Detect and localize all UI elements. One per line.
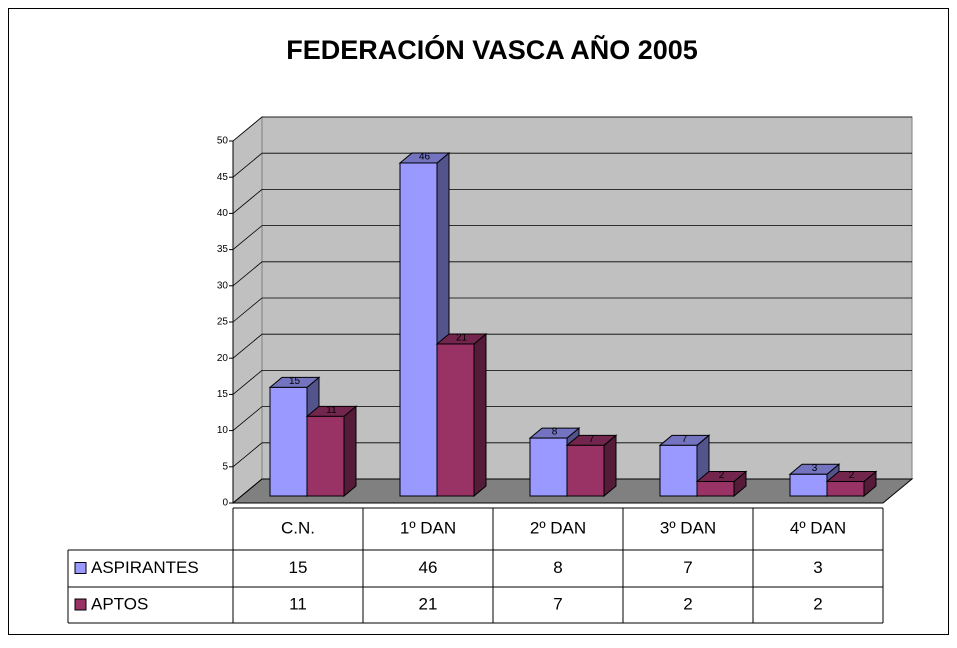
bar bbox=[306, 415, 345, 497]
bar-side bbox=[473, 332, 487, 498]
data-label: 11 bbox=[326, 405, 337, 416]
chart-title: FEDERACIÓN VASCA AÑO 2005 bbox=[286, 34, 698, 65]
table-value: 3 bbox=[813, 558, 822, 577]
data-label: 46 bbox=[419, 152, 431, 163]
bar bbox=[659, 444, 698, 497]
table-value: 46 bbox=[419, 558, 438, 577]
bar bbox=[696, 481, 735, 497]
bar-side bbox=[343, 405, 357, 498]
grid-line bbox=[232, 297, 912, 323]
x-tick-label: 4º DAN bbox=[790, 518, 846, 537]
table-value: 21 bbox=[419, 594, 438, 613]
table-value: 2 bbox=[813, 594, 822, 613]
data-label: 8 bbox=[552, 427, 558, 438]
data-label: 3 bbox=[812, 463, 818, 474]
grid-line bbox=[232, 225, 912, 250]
bar bbox=[269, 386, 308, 497]
y-tick-label: 50 bbox=[217, 136, 229, 147]
legend-swatch bbox=[74, 562, 87, 574]
y-tick-label: 30 bbox=[217, 280, 229, 291]
legend-label: APTOS bbox=[91, 594, 148, 613]
y-tick-label: 10 bbox=[217, 425, 229, 436]
grid-line bbox=[232, 333, 912, 359]
y-tick-label: 40 bbox=[217, 208, 229, 219]
y-tick-label: 35 bbox=[217, 244, 229, 255]
bar bbox=[566, 444, 605, 497]
table-value: 8 bbox=[553, 558, 562, 577]
data-label: 21 bbox=[456, 333, 468, 344]
bar bbox=[436, 343, 475, 497]
grid-line bbox=[232, 188, 912, 214]
data-label: 15 bbox=[289, 376, 301, 387]
x-tick-label: 2º DAN bbox=[530, 518, 586, 537]
data-label: 7 bbox=[682, 434, 688, 445]
grid-line bbox=[232, 369, 912, 395]
x-tick-label: 3º DAN bbox=[660, 518, 716, 537]
table-value: 11 bbox=[289, 594, 307, 613]
data-label: 2 bbox=[849, 470, 855, 481]
x-tick-label: C.N. bbox=[281, 518, 315, 537]
y-tick-label: 20 bbox=[217, 353, 229, 364]
grid-line bbox=[232, 116, 912, 142]
data-label: 7 bbox=[589, 434, 595, 445]
bar bbox=[826, 481, 865, 497]
grid-line bbox=[232, 261, 912, 287]
legend-swatch bbox=[74, 598, 87, 611]
grid-line bbox=[232, 152, 912, 178]
y-tick-label: 0 bbox=[222, 498, 228, 509]
grid-line bbox=[232, 406, 912, 431]
table-value: 2 bbox=[683, 594, 692, 613]
table-value: 7 bbox=[683, 558, 692, 577]
x-tick-label: 1º DAN bbox=[400, 518, 456, 537]
data-label: 2 bbox=[719, 470, 725, 481]
y-tick-label: 25 bbox=[217, 317, 229, 328]
bar bbox=[399, 162, 438, 497]
y-tick-label: 45 bbox=[217, 172, 229, 183]
table-value: 15 bbox=[289, 558, 308, 577]
table-value: 7 bbox=[553, 594, 562, 613]
legend-label: ASPIRANTES bbox=[91, 558, 199, 577]
y-tick-label: 5 bbox=[222, 461, 228, 472]
y-tick-label: 15 bbox=[217, 389, 229, 400]
bar bbox=[529, 437, 568, 497]
bar bbox=[789, 473, 828, 497]
